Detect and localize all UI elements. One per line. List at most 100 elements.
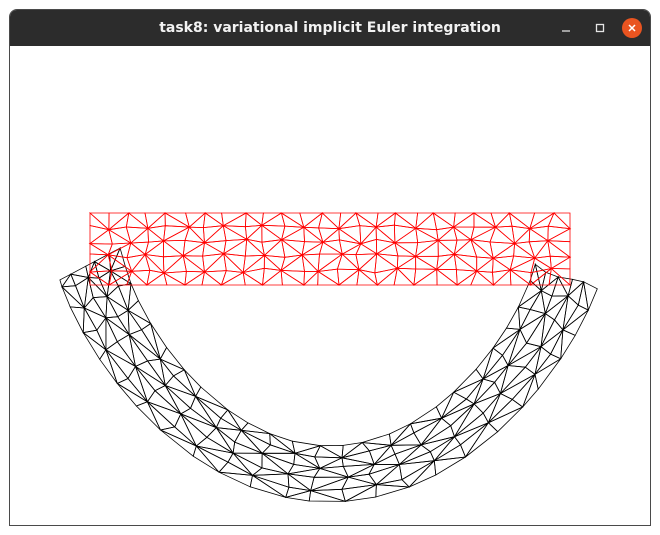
deformed-mesh-triangle [249,474,286,498]
deformed-mesh-triangle [117,283,132,311]
deformed-mesh-triangle [408,459,437,488]
rest-mesh-triangle [452,226,473,241]
rest-mesh-triangle [489,226,516,244]
rest-mesh-triangle [473,212,497,228]
rest-mesh-triangle [203,270,227,286]
deformed-mesh-triangle [373,444,396,465]
deformed-mesh-triangle [61,286,86,309]
close-icon [628,24,636,32]
deformed-mesh-triangle [375,484,410,498]
minimize-button[interactable] [556,18,576,38]
rest-mesh-triangle [162,239,186,257]
deformed-mesh-triangle [341,450,375,465]
rest-mesh-triangle [162,240,185,258]
rest-mesh-triangle [242,267,265,286]
deformed-mesh-triangle [105,317,118,351]
rest-mesh-triangle [126,270,148,286]
deformed-mesh-triangle [525,313,546,348]
rest-mesh-triangle [244,212,263,228]
window-title: task8: variational implicit Euler integr… [159,20,501,36]
deformed-mesh-triangle [92,296,108,320]
deformed-mesh-triangle [562,309,589,336]
deformed-mesh-triangle [261,452,295,475]
rest-mesh-triangle [412,268,438,286]
rest-mesh-triangle [356,268,379,286]
rest-mesh-triangle [280,269,306,286]
rest-mesh-triangle [89,225,110,245]
deformed-mesh-triangle [192,445,220,473]
deformed-mesh-triangle [314,445,343,459]
deformed-mesh-triangle [227,409,249,431]
deformed-mesh-triangle [505,305,521,330]
rest-mesh-triangle [222,238,248,257]
deformed-mesh-triangle [453,422,489,446]
deformed-mesh-triangle [83,296,107,319]
deformed-mesh-triangle [61,273,77,288]
deformed-mesh-triangle [159,358,186,377]
rest-mesh-triangle [318,241,344,255]
deformed-mesh-triangle [134,360,166,386]
rest-mesh-triangle [511,225,531,245]
rest-mesh-triangle [355,243,379,256]
rest-mesh-triangle [437,239,456,257]
deformed-mesh-triangle [183,369,202,398]
deformed-mesh-triangle [511,374,536,408]
rest-mesh-triangle [163,272,187,286]
deformed-mesh-triangle [519,313,546,344]
rest-mesh-triangle [183,271,206,286]
close-button[interactable] [622,18,642,38]
rest-mesh-triangle [470,270,495,286]
rest-mesh-triangle [261,224,283,243]
rest-mesh-triangle [549,256,571,270]
deformed-mesh-triangle [433,456,466,476]
deformed-mesh-triangle [147,401,182,428]
maximize-button[interactable] [590,18,610,38]
rest-mesh-triangle [336,253,361,271]
deformed-mesh-triangle [83,277,94,310]
rest-mesh-triangle [302,270,319,286]
app-window: task8: variational implicit Euler integr… [9,9,651,526]
rest-mesh-triangle [107,270,133,286]
rest-mesh-triangle [374,253,399,274]
deformed-mesh-triangle [308,490,346,502]
deformed-mesh-triangle [147,401,176,431]
rest-mesh-triangle [301,253,320,273]
rest-mesh-triangle [396,255,417,270]
deformed-mesh-triangle [141,322,161,360]
rest-mesh-triangle [263,254,283,271]
rest-mesh-triangle [202,212,225,229]
deformed-mesh-triangle [105,349,129,385]
deformed-mesh-triangle [82,306,98,334]
deformed-mesh-triangle [285,490,312,502]
rest-mesh-triangle [489,241,516,259]
deformed-mesh-triangle [59,273,72,288]
rest-mesh-triangle [393,224,417,244]
rest-mesh-triangle [280,226,305,243]
rest-mesh-triangle [528,240,549,259]
deformed-mesh-triangle [135,401,161,431]
rest-mesh-triangle [260,212,286,227]
deformed-mesh-triangle [517,306,531,331]
deformed-mesh-triangle [499,373,536,400]
rest-mesh-triangle [303,226,325,243]
rest-mesh-triangle [203,224,227,244]
rest-mesh-triangle [452,212,475,228]
deformed-mesh-triangle [116,378,148,403]
deformed-mesh-triangle [507,342,543,366]
rest-mesh-triangle [318,212,340,230]
rest-mesh-triangle [181,241,206,257]
rest-mesh-triangle [359,225,377,245]
deformed-mesh-triangle [106,296,129,318]
maximize-icon [595,23,605,33]
rest-mesh-triangle [188,211,206,229]
rest-mesh-triangle [125,212,150,229]
rest-mesh-triangle [317,270,341,286]
rest-mesh-triangle [528,225,549,242]
mesh-view [59,211,598,503]
rest-mesh-triangle [130,253,151,272]
rest-mesh-triangle [337,268,360,286]
deformed-mesh-triangle [390,432,422,446]
title-bar[interactable]: task8: variational implicit Euler integr… [10,10,650,46]
deformed-mesh-triangle [75,276,89,310]
rest-mesh-triangle [415,255,439,270]
